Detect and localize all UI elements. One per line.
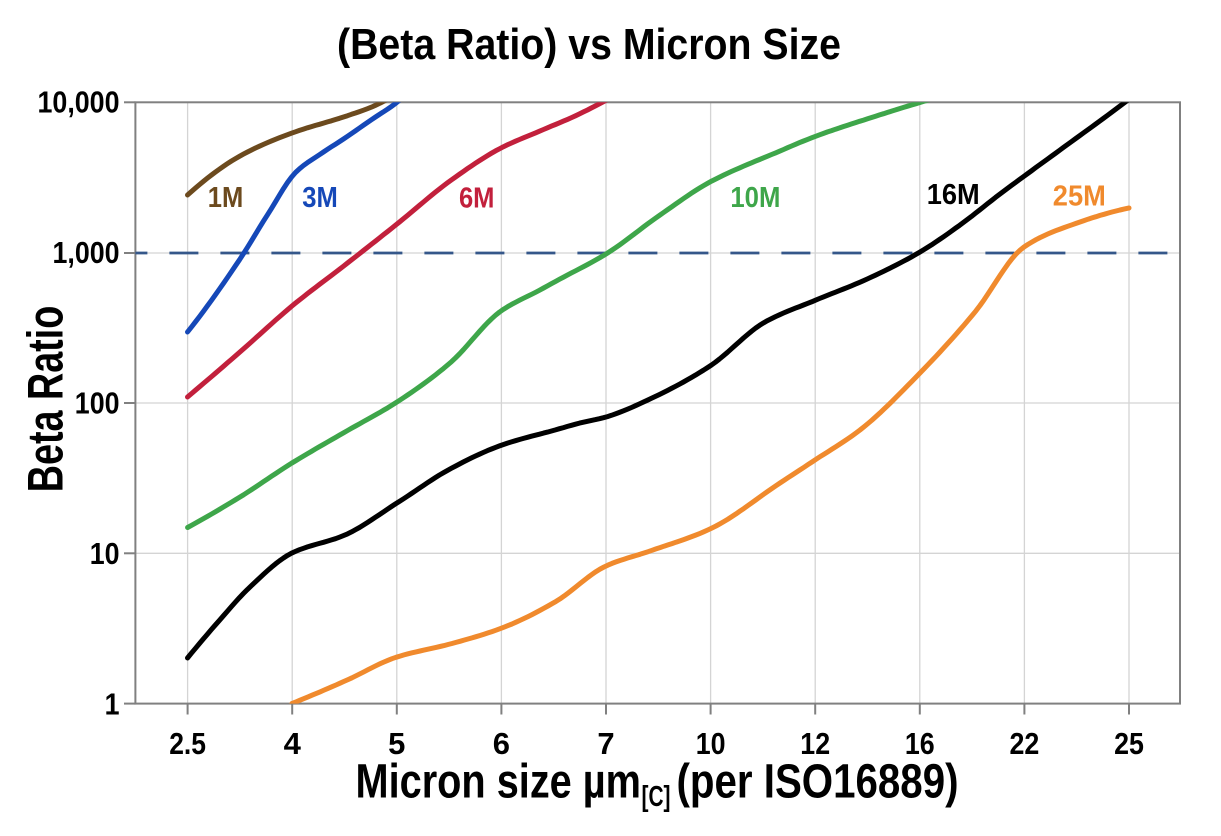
svg-text:7: 7 xyxy=(597,726,614,761)
svg-text:10: 10 xyxy=(696,726,726,761)
svg-text:4: 4 xyxy=(284,726,302,761)
svg-text:6: 6 xyxy=(493,726,510,761)
svg-text:16M: 16M xyxy=(927,179,980,211)
svg-text:10M: 10M xyxy=(730,182,780,214)
svg-text:5: 5 xyxy=(388,726,405,761)
svg-text:100: 100 xyxy=(75,386,120,421)
svg-text:25: 25 xyxy=(1114,726,1144,761)
svg-text:Beta Ratio: Beta Ratio xyxy=(18,306,74,493)
svg-text:(Beta Ratio) vs Micron Size: (Beta Ratio) vs Micron Size xyxy=(337,20,841,69)
svg-text:6M: 6M xyxy=(459,183,495,215)
svg-text:22: 22 xyxy=(1010,726,1040,761)
svg-text:[C]: [C] xyxy=(642,781,671,813)
svg-text:2.5: 2.5 xyxy=(169,726,206,761)
svg-text:3M: 3M xyxy=(302,182,338,214)
svg-text:10: 10 xyxy=(90,536,120,571)
svg-text:10,000: 10,000 xyxy=(38,85,120,120)
svg-text:1: 1 xyxy=(105,687,120,722)
svg-text:Micron size µm: Micron size µm xyxy=(356,756,642,809)
svg-text:12: 12 xyxy=(800,726,830,761)
svg-text:1M: 1M xyxy=(208,182,244,214)
svg-text:25M: 25M xyxy=(1053,181,1106,213)
svg-text:1,000: 1,000 xyxy=(53,235,120,270)
svg-text:(per ISO16889): (per ISO16889) xyxy=(677,756,959,809)
svg-text:16: 16 xyxy=(905,726,935,761)
